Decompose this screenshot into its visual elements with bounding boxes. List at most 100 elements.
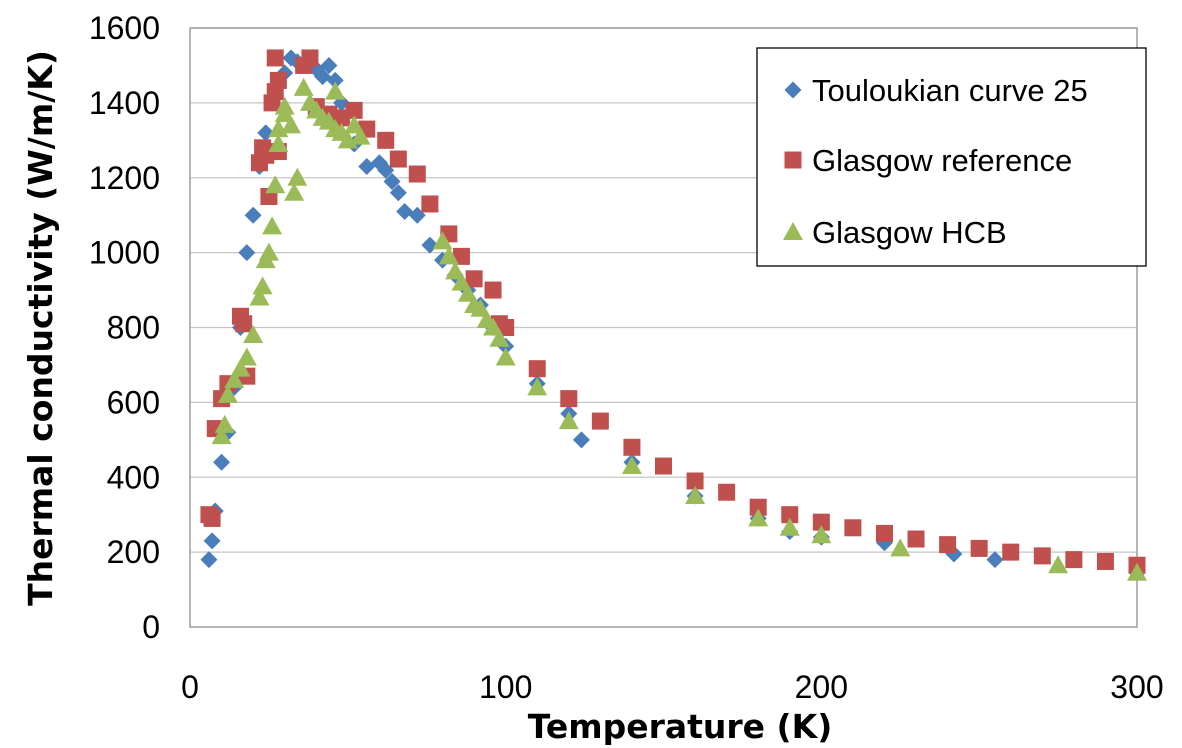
data-point: [350, 126, 371, 145]
legend-label: Touloukian curve 25: [812, 73, 1088, 108]
data-point: [358, 158, 376, 176]
data-point: [265, 175, 286, 194]
data-point: [655, 457, 672, 475]
data-point: [457, 283, 478, 302]
data-point: [325, 81, 346, 100]
y-tick-label: 1400: [89, 85, 160, 121]
data-point: [811, 525, 832, 544]
data-point: [591, 412, 609, 430]
legend-label: Glasgow reference: [812, 143, 1072, 178]
data-point: [527, 377, 548, 396]
data-point: [383, 172, 401, 190]
data-point: [489, 328, 510, 347]
data-point: [268, 134, 289, 153]
data-point: [1127, 562, 1147, 581]
data-point: [266, 49, 284, 67]
data-point: [238, 244, 256, 262]
data-point: [939, 536, 957, 554]
data-point: [560, 390, 578, 408]
data-point: [432, 231, 453, 250]
legend: Touloukian curve 25 Glasgow reference Glas…: [756, 47, 1147, 267]
data-point: [200, 551, 218, 569]
data-point: [421, 195, 439, 213]
y-tick-label: 800: [107, 310, 160, 346]
data-point: [470, 298, 491, 317]
data-point: [235, 315, 253, 333]
data-point: [293, 77, 314, 96]
data-point: [269, 71, 287, 89]
data-point: [345, 101, 363, 119]
data-point: [749, 498, 767, 516]
x-tick-label: 200: [795, 669, 848, 705]
legend-entry: Glasgow HCB: [783, 215, 1007, 250]
x-axis-title: Temperature (K): [528, 707, 833, 746]
y-tick-label: 1600: [89, 10, 160, 46]
plot-area-border: [189, 27, 1138, 628]
data-point: [1096, 552, 1114, 570]
data-point: [438, 246, 459, 265]
data-point: [377, 131, 395, 149]
data-point: [211, 426, 232, 445]
data-point: [558, 411, 579, 430]
data-point: [465, 270, 483, 288]
legend-marker: [784, 151, 802, 169]
data-point: [396, 202, 414, 220]
y-tick-label: 600: [107, 384, 160, 420]
data-point: [445, 261, 466, 280]
data-point: [244, 206, 262, 224]
data-point: [484, 281, 502, 299]
data-point: [781, 506, 799, 524]
data-point: [230, 358, 251, 377]
data-point: [284, 182, 305, 201]
legend-label: Glasgow HCB: [812, 215, 1007, 250]
y-tick-label: 200: [107, 534, 160, 570]
legend-marker: [783, 222, 803, 240]
data-point: [452, 247, 470, 265]
data-point: [970, 539, 988, 557]
data-point: [1065, 551, 1083, 569]
legend-entry: Touloukian curve 25: [784, 73, 1088, 108]
data-point: [249, 287, 270, 306]
data-point: [217, 384, 238, 403]
data-point: [685, 485, 706, 504]
data-point: [779, 517, 800, 536]
data-point: [497, 319, 515, 336]
x-tick-label: 0: [181, 669, 199, 705]
data-point: [214, 414, 235, 433]
legend-marker: [784, 81, 802, 99]
data-point: [236, 347, 257, 366]
y-axis-tick-labels: 0 200 400 600 800 1000 1200 1400 1600: [89, 10, 160, 645]
x-axis-tick-labels: 0 100 200 300: [181, 669, 1164, 705]
data-point: [528, 360, 546, 378]
data-point: [986, 551, 1004, 569]
legend-entry: Glasgow reference: [784, 143, 1072, 178]
data-point: [203, 532, 221, 550]
y-tick-label: 1200: [89, 160, 160, 196]
data-point: [890, 538, 911, 557]
data-point: [572, 431, 590, 449]
data-point: [262, 216, 283, 235]
x-tick-label: 300: [1110, 669, 1163, 705]
data-point: [1048, 555, 1069, 574]
data-point: [718, 483, 736, 501]
data-point: [389, 150, 407, 168]
data-point: [907, 530, 925, 548]
data-point: [1033, 547, 1051, 565]
data-point: [326, 71, 344, 89]
data-point: [875, 524, 893, 542]
legend-entries: Touloukian curve 25 Glasgow reference Glas…: [783, 73, 1088, 250]
data-point: [252, 276, 273, 295]
data-point: [203, 509, 221, 527]
data-point: [495, 347, 516, 366]
data-point: [844, 519, 862, 537]
data-point: [344, 115, 365, 134]
x-tick-label: 100: [479, 669, 532, 705]
data-point: [243, 324, 264, 343]
y-tick-label: 400: [107, 459, 160, 495]
series-triangle: [211, 77, 1147, 581]
data-point: [320, 56, 338, 74]
data-point: [314, 68, 332, 86]
data-point: [621, 456, 642, 475]
y-tick-label: 1000: [89, 235, 160, 271]
data-point: [483, 317, 504, 336]
